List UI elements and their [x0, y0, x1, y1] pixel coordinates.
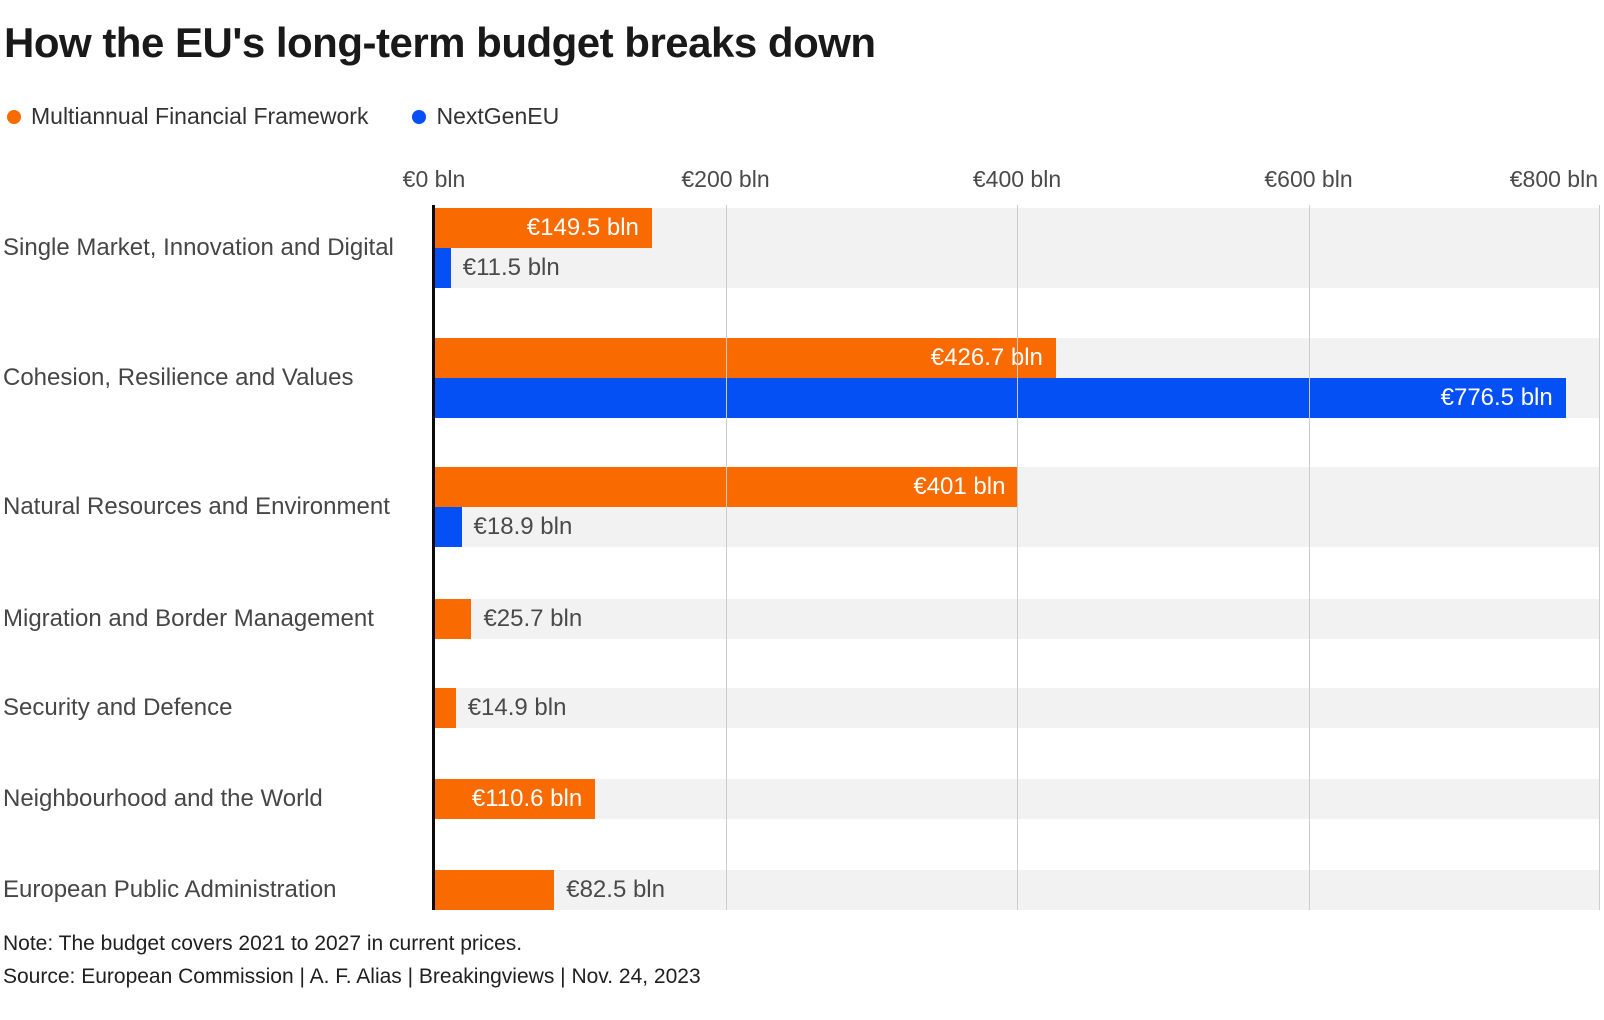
category-label: Single Market, Innovation and Digital: [3, 234, 394, 261]
mff-bar: €149.5 bln: [434, 208, 652, 248]
chart-title: How the EU's long-term budget breaks dow…: [4, 19, 876, 66]
mff-bar: €110.6 bln: [434, 779, 596, 819]
bar-value-label: €149.5 bln: [526, 214, 639, 241]
bar-value-label: €426.7 bln: [930, 344, 1043, 371]
y-axis-line: [432, 205, 435, 910]
legend-item-nextgeneu: NextGenEU: [412, 103, 559, 130]
legend-label-mff: Multiannual Financial Framework: [31, 103, 369, 129]
bar-value-label: €11.5 bln: [462, 254, 560, 281]
legend: Multiannual Financial Framework NextGenE…: [7, 103, 559, 130]
legend-label-nextgeneu: NextGenEU: [436, 103, 560, 129]
category-label: Migration and Border Management: [3, 605, 374, 632]
x-axis-ticks: €0 bln €200 bln €400 bln €600 bln €800 b…: [403, 166, 1600, 194]
mff-bar: [434, 688, 456, 728]
nextgeneu-bar: [434, 248, 451, 288]
legend-item-mff: Multiannual Financial Framework: [7, 103, 368, 130]
mff-bar: [434, 870, 555, 910]
category-label: Neighbourhood and the World: [3, 785, 323, 812]
category-label: European Public Administration: [3, 876, 337, 903]
bar-value-label: €25.7 bln: [483, 605, 583, 632]
gridline-800: [1599, 205, 1600, 910]
x-tick-400: €400 bln: [972, 166, 1062, 192]
chart-source: Source: European Commission | A. F. Alia…: [3, 965, 701, 988]
gridline-200: [725, 205, 727, 910]
chart-note: Note: The budget covers 2021 to 2027 in …: [3, 932, 523, 955]
nextgeneu-bar: €776.5 bln: [434, 378, 1566, 418]
category-labels: Single Market, Innovation and Digital Coh…: [0, 205, 430, 910]
mff-bar: [434, 599, 472, 639]
mff-bar: €426.7 bln: [434, 338, 1056, 378]
plot-area: €149.5 bln €11.5 bln €426.7 bln €776.5 bln €…: [432, 205, 1600, 910]
x-tick-600: €600 bln: [1264, 166, 1353, 192]
category-label: Security and Defence: [3, 694, 233, 721]
x-tick-0: €0 bln: [402, 166, 466, 192]
x-tick-800: €800 bln: [1509, 166, 1598, 192]
gridline-600: [1308, 205, 1310, 910]
bar-value-label: €110.6 bln: [471, 785, 583, 812]
mff-legend-dot-icon: [7, 109, 21, 124]
bar-value-label: €401 bln: [913, 473, 1006, 500]
bar-value-label: €18.9 bln: [473, 513, 573, 540]
nextgeneu-bar: [434, 507, 462, 547]
nextgeneu-legend-dot-icon: [412, 109, 427, 124]
category-label: Cohesion, Resilience and Values: [3, 364, 354, 391]
gridline-400: [1017, 205, 1018, 910]
category-label: Natural Resources and Environment: [3, 493, 390, 520]
bar-value-label: €82.5 bln: [566, 876, 665, 903]
x-tick-200: €200 bln: [681, 166, 770, 192]
bar-value-label: €14.9 bln: [467, 694, 567, 721]
bar-value-label: €776.5 bln: [1440, 384, 1553, 411]
